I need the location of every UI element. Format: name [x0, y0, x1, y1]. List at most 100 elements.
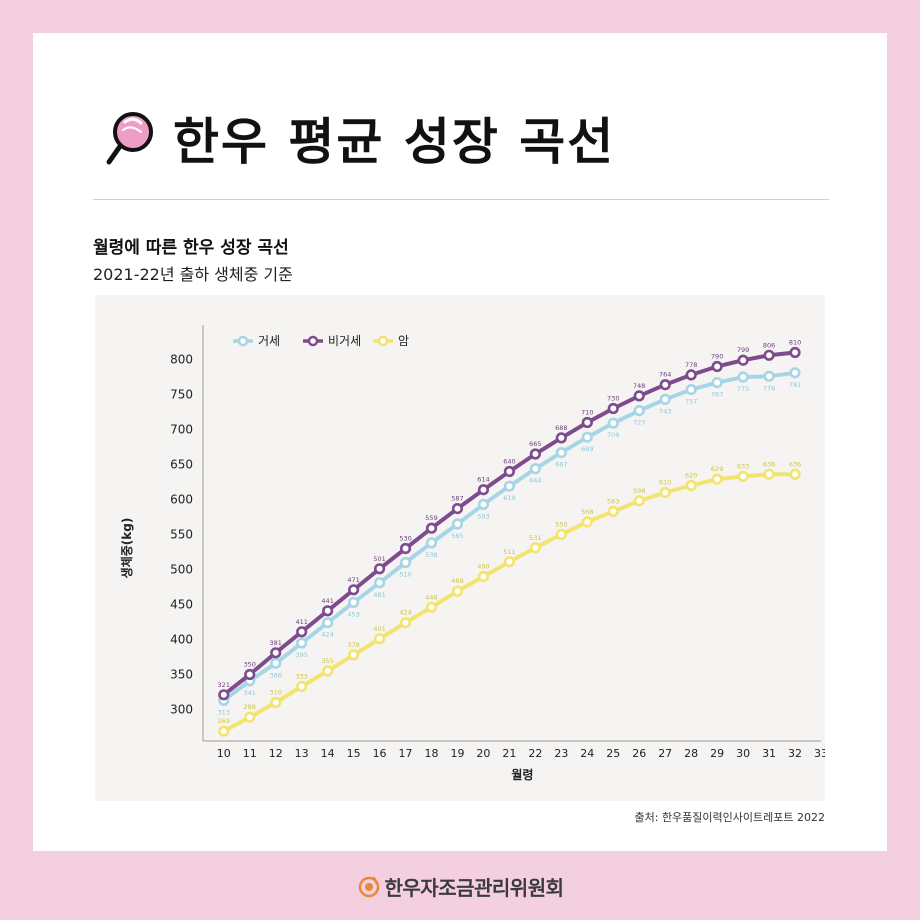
data-label: 510 — [399, 571, 411, 579]
data-point — [399, 542, 412, 555]
data-point — [296, 637, 308, 649]
content-card: 한우 평균 성장 곡선 월령에 따른 한우 성장 곡선 2021-22년 출하 … — [33, 33, 887, 851]
data-label: 775 — [737, 385, 749, 393]
data-point — [348, 649, 360, 661]
y-tick-label: 450 — [170, 598, 193, 612]
data-label: 424 — [399, 609, 411, 617]
data-label: 790 — [711, 353, 723, 361]
data-point — [425, 601, 438, 613]
data-point — [737, 354, 749, 366]
data-label: 776 — [763, 384, 775, 392]
data-point — [659, 393, 671, 405]
chart-subtitle: 월령에 따른 한우 성장 곡선 — [93, 238, 289, 258]
data-label: 633 — [737, 462, 749, 470]
data-label: 619 — [503, 494, 515, 502]
y-tick-label: 350 — [170, 668, 193, 682]
title-divider — [93, 199, 829, 200]
data-label: 289 — [244, 703, 256, 711]
data-label: 587 — [451, 495, 463, 503]
magnifier-icon — [106, 112, 153, 165]
data-point — [659, 379, 671, 391]
data-point — [373, 577, 386, 589]
y-tick-label: 700 — [170, 423, 193, 437]
data-label: 366 — [269, 671, 281, 679]
data-label: 778 — [685, 361, 697, 369]
y-tick-label: 650 — [170, 458, 193, 472]
data-label: 730 — [607, 395, 619, 403]
x-axis-label: 월령 — [511, 767, 533, 782]
data-label: 764 — [659, 371, 671, 379]
data-point — [763, 370, 775, 382]
data-point — [633, 495, 645, 507]
data-label: 636 — [763, 460, 775, 468]
y-tick-label: 400 — [170, 633, 193, 647]
data-point — [451, 503, 464, 515]
legend-label-1: 비거세 — [328, 334, 361, 348]
data-label: 748 — [633, 382, 645, 390]
data-point — [373, 563, 386, 575]
data-label: 636 — [789, 460, 801, 468]
data-point — [477, 484, 490, 496]
source-note: 출처: 한우품질이력인사이트레포트 2022 — [634, 811, 826, 824]
data-point — [348, 596, 360, 609]
y-tick-label: 600 — [170, 493, 193, 507]
data-point — [529, 463, 541, 475]
x-tick-label: 12 — [269, 747, 283, 760]
data-label: 565 — [451, 532, 463, 540]
data-point — [425, 537, 438, 549]
x-tick-label: 23 — [554, 747, 568, 760]
data-point — [711, 360, 723, 373]
data-label: 550 — [555, 521, 567, 529]
growth-line-chart: 300 350 400 450 500 550 600 650 700 750 800 10 11 12 1… — [119, 325, 825, 782]
data-label: 441 — [321, 597, 333, 605]
data-point — [244, 711, 256, 723]
chart-caption: 2021-22년 출하 생체중 기준 — [93, 265, 293, 284]
data-point — [581, 416, 593, 429]
data-point — [218, 725, 230, 737]
footer: 한우자조금관리위원회 — [0, 868, 920, 904]
y-axis-label: 생체중(kg) — [119, 518, 134, 579]
data-label: 620 — [685, 472, 697, 480]
data-label: 689 — [581, 445, 593, 453]
data-label: 665 — [529, 440, 541, 448]
legend-marker-2 — [377, 335, 389, 347]
data-point — [399, 556, 412, 569]
y-tick-label: 300 — [170, 703, 193, 717]
title-row: 한우 평균 성장 곡선 — [103, 103, 615, 173]
data-label: 767 — [711, 391, 723, 399]
data-label: 341 — [244, 689, 256, 697]
x-tick-label: 27 — [658, 747, 672, 760]
data-point — [789, 367, 801, 379]
x-tick-label: 16 — [373, 747, 387, 760]
data-label: 395 — [295, 651, 307, 659]
data-label: 757 — [685, 398, 697, 406]
data-point — [607, 402, 619, 415]
data-label: 333 — [295, 672, 307, 680]
x-tick-label: 19 — [450, 747, 464, 760]
x-tick-label: 26 — [632, 747, 646, 760]
data-label: 355 — [321, 657, 333, 665]
y-tick-label: 750 — [170, 388, 193, 402]
data-point — [607, 417, 619, 429]
data-point — [270, 647, 282, 659]
y-tick-label: 550 — [170, 528, 193, 542]
page-title: 한우 평균 성장 곡선 — [173, 113, 616, 171]
series-line-1 — [222, 350, 796, 697]
data-point — [451, 518, 464, 530]
data-point — [322, 617, 334, 629]
data-point — [477, 498, 490, 510]
data-point — [373, 633, 386, 645]
series-line-2 — [222, 472, 796, 733]
data-point — [425, 522, 438, 534]
data-point — [711, 376, 723, 389]
data-label: 321 — [218, 681, 230, 689]
data-point — [348, 584, 360, 596]
data-label: 378 — [347, 641, 359, 649]
data-point — [659, 486, 671, 499]
data-label: 424 — [321, 631, 333, 639]
data-label: 644 — [529, 477, 541, 485]
data-point — [270, 657, 282, 669]
x-tick-label: 24 — [580, 747, 594, 760]
data-point — [296, 626, 308, 638]
data-point — [789, 346, 801, 359]
